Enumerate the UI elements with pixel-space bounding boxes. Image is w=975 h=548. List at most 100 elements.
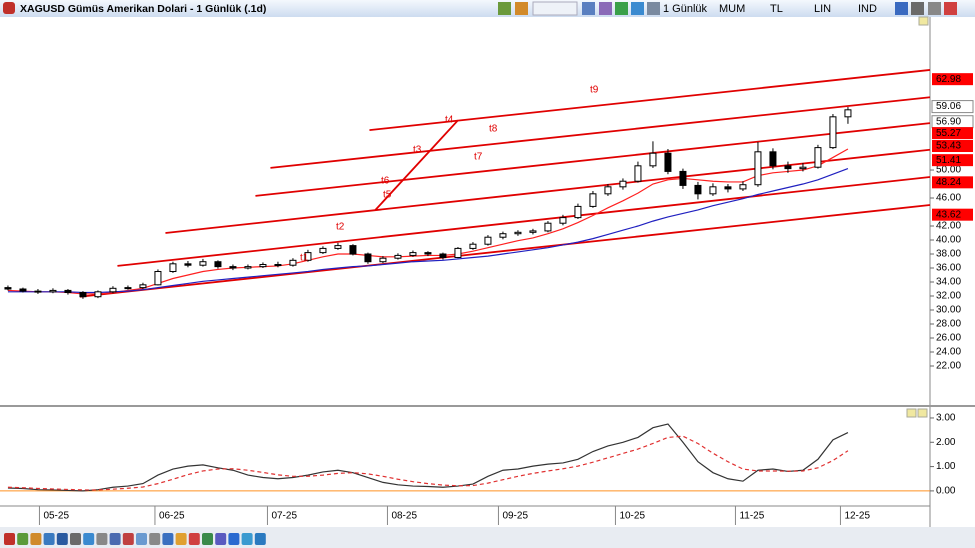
icon[interactable] bbox=[944, 2, 957, 15]
pane-tag[interactable] bbox=[917, 408, 928, 418]
icon[interactable] bbox=[122, 533, 134, 545]
pane-tag[interactable] bbox=[906, 408, 917, 418]
icon[interactable] bbox=[70, 533, 81, 545]
price-label-box bbox=[932, 127, 973, 140]
icon[interactable] bbox=[43, 533, 55, 545]
candle-body bbox=[694, 184, 702, 195]
price-label: 53.43 bbox=[936, 141, 961, 152]
candle-body bbox=[4, 287, 12, 290]
candle-body bbox=[769, 151, 777, 167]
y-tick-label: 1.00 bbox=[936, 461, 956, 472]
y-tick-label: 22.00 bbox=[936, 361, 961, 372]
icon[interactable] bbox=[162, 533, 174, 545]
trend-line bbox=[374, 119, 459, 211]
annotation: t5 bbox=[383, 190, 392, 201]
price-label: 51.41 bbox=[936, 155, 961, 166]
series-line bbox=[7, 423, 849, 492]
icon[interactable] bbox=[109, 533, 121, 545]
candle-body bbox=[124, 287, 132, 290]
candle-body bbox=[484, 236, 492, 245]
x-tick-label: 06-25 bbox=[159, 511, 185, 522]
candle-body bbox=[709, 186, 717, 195]
candle-body bbox=[64, 289, 72, 294]
icon[interactable] bbox=[647, 2, 660, 15]
icon[interactable] bbox=[4, 533, 15, 545]
price-label-box bbox=[931, 100, 974, 114]
icon[interactable] bbox=[599, 2, 612, 15]
icon[interactable] bbox=[215, 533, 227, 545]
x-tick-label: 05-25 bbox=[43, 511, 69, 522]
candle-body bbox=[814, 147, 822, 168]
icon[interactable] bbox=[241, 533, 253, 545]
icon[interactable] bbox=[136, 533, 147, 545]
icon[interactable] bbox=[96, 533, 108, 545]
app-icon[interactable] bbox=[3, 2, 15, 14]
price-label: 56.90 bbox=[936, 116, 961, 127]
trend-line bbox=[255, 122, 931, 197]
candle-body bbox=[319, 247, 327, 254]
icon[interactable] bbox=[56, 533, 68, 545]
y-tick-label: 26.00 bbox=[936, 333, 961, 344]
annotation: t6 bbox=[381, 176, 390, 187]
toolbar-item[interactable]: LIN bbox=[814, 3, 831, 15]
icon[interactable] bbox=[202, 533, 213, 545]
icon[interactable] bbox=[175, 533, 187, 545]
icon[interactable] bbox=[532, 1, 578, 16]
candle-body bbox=[34, 290, 42, 293]
icon[interactable] bbox=[254, 533, 266, 545]
icon[interactable] bbox=[30, 533, 42, 545]
candle-body bbox=[529, 230, 537, 233]
candle-body bbox=[739, 184, 747, 190]
candle-body bbox=[604, 186, 612, 195]
icon[interactable] bbox=[911, 2, 924, 15]
icon[interactable] bbox=[582, 2, 595, 15]
candle-body bbox=[679, 170, 687, 186]
candle-body bbox=[439, 253, 447, 259]
y-tick-label: 42.00 bbox=[936, 221, 961, 232]
candle-body bbox=[559, 217, 567, 224]
trend-line bbox=[79, 204, 931, 298]
candle-body bbox=[184, 263, 192, 266]
candle-body bbox=[289, 259, 297, 266]
pane-tag[interactable] bbox=[918, 16, 929, 26]
y-tick-label: 50.00 bbox=[936, 165, 961, 176]
price-label-box bbox=[932, 154, 973, 167]
x-tick-label: 10-25 bbox=[619, 511, 645, 522]
price-label-box bbox=[932, 176, 973, 189]
candle-body bbox=[244, 266, 252, 269]
x-tick-label: 07-25 bbox=[271, 511, 297, 522]
candle-body bbox=[19, 288, 27, 292]
candle-body bbox=[274, 264, 282, 267]
icon[interactable] bbox=[928, 2, 941, 15]
toolbar-item[interactable]: 1 Günlük bbox=[663, 3, 708, 15]
candle-body bbox=[754, 151, 762, 186]
annotation: t7 bbox=[474, 152, 483, 163]
x-tick-label: 12-25 bbox=[844, 511, 870, 522]
trend-line bbox=[369, 69, 931, 132]
annotation: t2 bbox=[336, 222, 345, 233]
icon[interactable] bbox=[895, 2, 908, 15]
toolbar-item[interactable]: MUM bbox=[719, 3, 745, 15]
price-label-box bbox=[932, 73, 973, 86]
y-tick-label: 30.00 bbox=[936, 305, 961, 316]
toolbar-item[interactable]: TL bbox=[770, 3, 783, 15]
toolbar-item[interactable]: IND bbox=[858, 3, 877, 15]
icon[interactable] bbox=[498, 2, 511, 15]
candle-body bbox=[799, 166, 807, 170]
x-tick-label: 08-25 bbox=[391, 511, 417, 522]
icon[interactable] bbox=[515, 2, 528, 15]
icon[interactable] bbox=[631, 2, 644, 15]
icon[interactable] bbox=[188, 533, 200, 545]
candle-body bbox=[499, 233, 507, 238]
trend-line bbox=[270, 96, 931, 169]
candle-body bbox=[79, 292, 87, 298]
icon[interactable] bbox=[83, 533, 95, 545]
icon[interactable] bbox=[149, 533, 161, 545]
y-tick-label: 28.00 bbox=[936, 319, 961, 330]
y-tick-label: 3.00 bbox=[936, 413, 956, 424]
icon[interactable] bbox=[228, 533, 240, 545]
icon[interactable] bbox=[615, 2, 628, 15]
candle-body bbox=[94, 291, 102, 298]
candle-body bbox=[574, 205, 582, 219]
icon[interactable] bbox=[17, 533, 29, 545]
